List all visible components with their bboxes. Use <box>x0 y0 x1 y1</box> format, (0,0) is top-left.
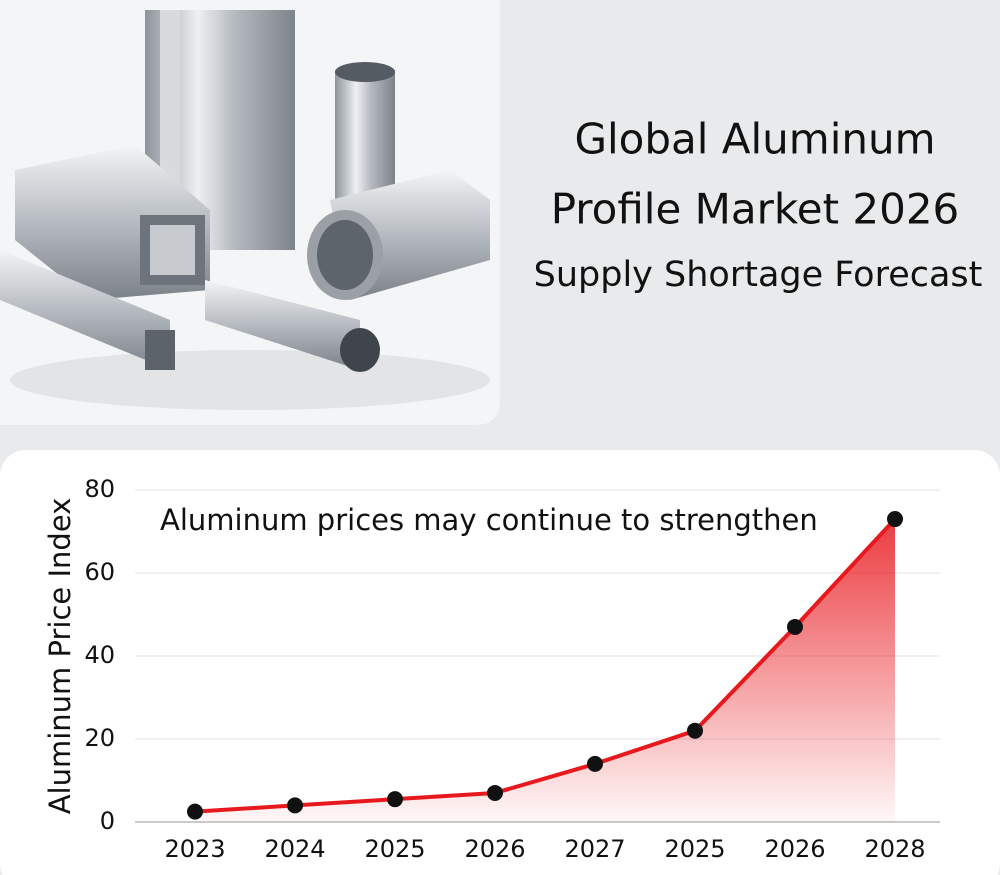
point <box>187 803 203 820</box>
x-tick-label: 2026 <box>764 835 825 863</box>
point <box>787 618 803 635</box>
x-tick-label: 2027 <box>564 835 625 863</box>
y-tick-label: 60 <box>84 558 115 586</box>
y-tick-label: 0 <box>100 807 115 835</box>
x-tick-label: 2025 <box>364 835 425 863</box>
product-image <box>0 0 500 425</box>
x-tick-label: 2026 <box>464 835 525 863</box>
x-tick-label: 2028 <box>864 835 925 863</box>
point <box>687 722 703 739</box>
x-tick-label: 2024 <box>264 835 325 863</box>
title-line: Global Aluminum <box>574 115 935 164</box>
title-line: Profile Market 2026 <box>551 185 960 234</box>
point <box>587 755 603 772</box>
point <box>387 791 403 808</box>
point <box>287 797 303 814</box>
point <box>887 511 903 528</box>
y-tick-label: 40 <box>84 641 115 669</box>
y-tick-label: 80 <box>84 475 115 503</box>
area <box>195 519 895 822</box>
x-tick-label: 2025 <box>664 835 725 863</box>
annotation: Aluminum prices may continue to strength… <box>160 503 818 537</box>
x-tick-label: 2023 <box>164 835 225 863</box>
line <box>194 517 897 814</box>
subtitle: Supply Shortage Forecast <box>534 255 983 295</box>
point <box>487 784 503 801</box>
y-axis-label: Aluminum Price Index <box>43 498 77 815</box>
y-tick-label: 20 <box>84 724 115 752</box>
